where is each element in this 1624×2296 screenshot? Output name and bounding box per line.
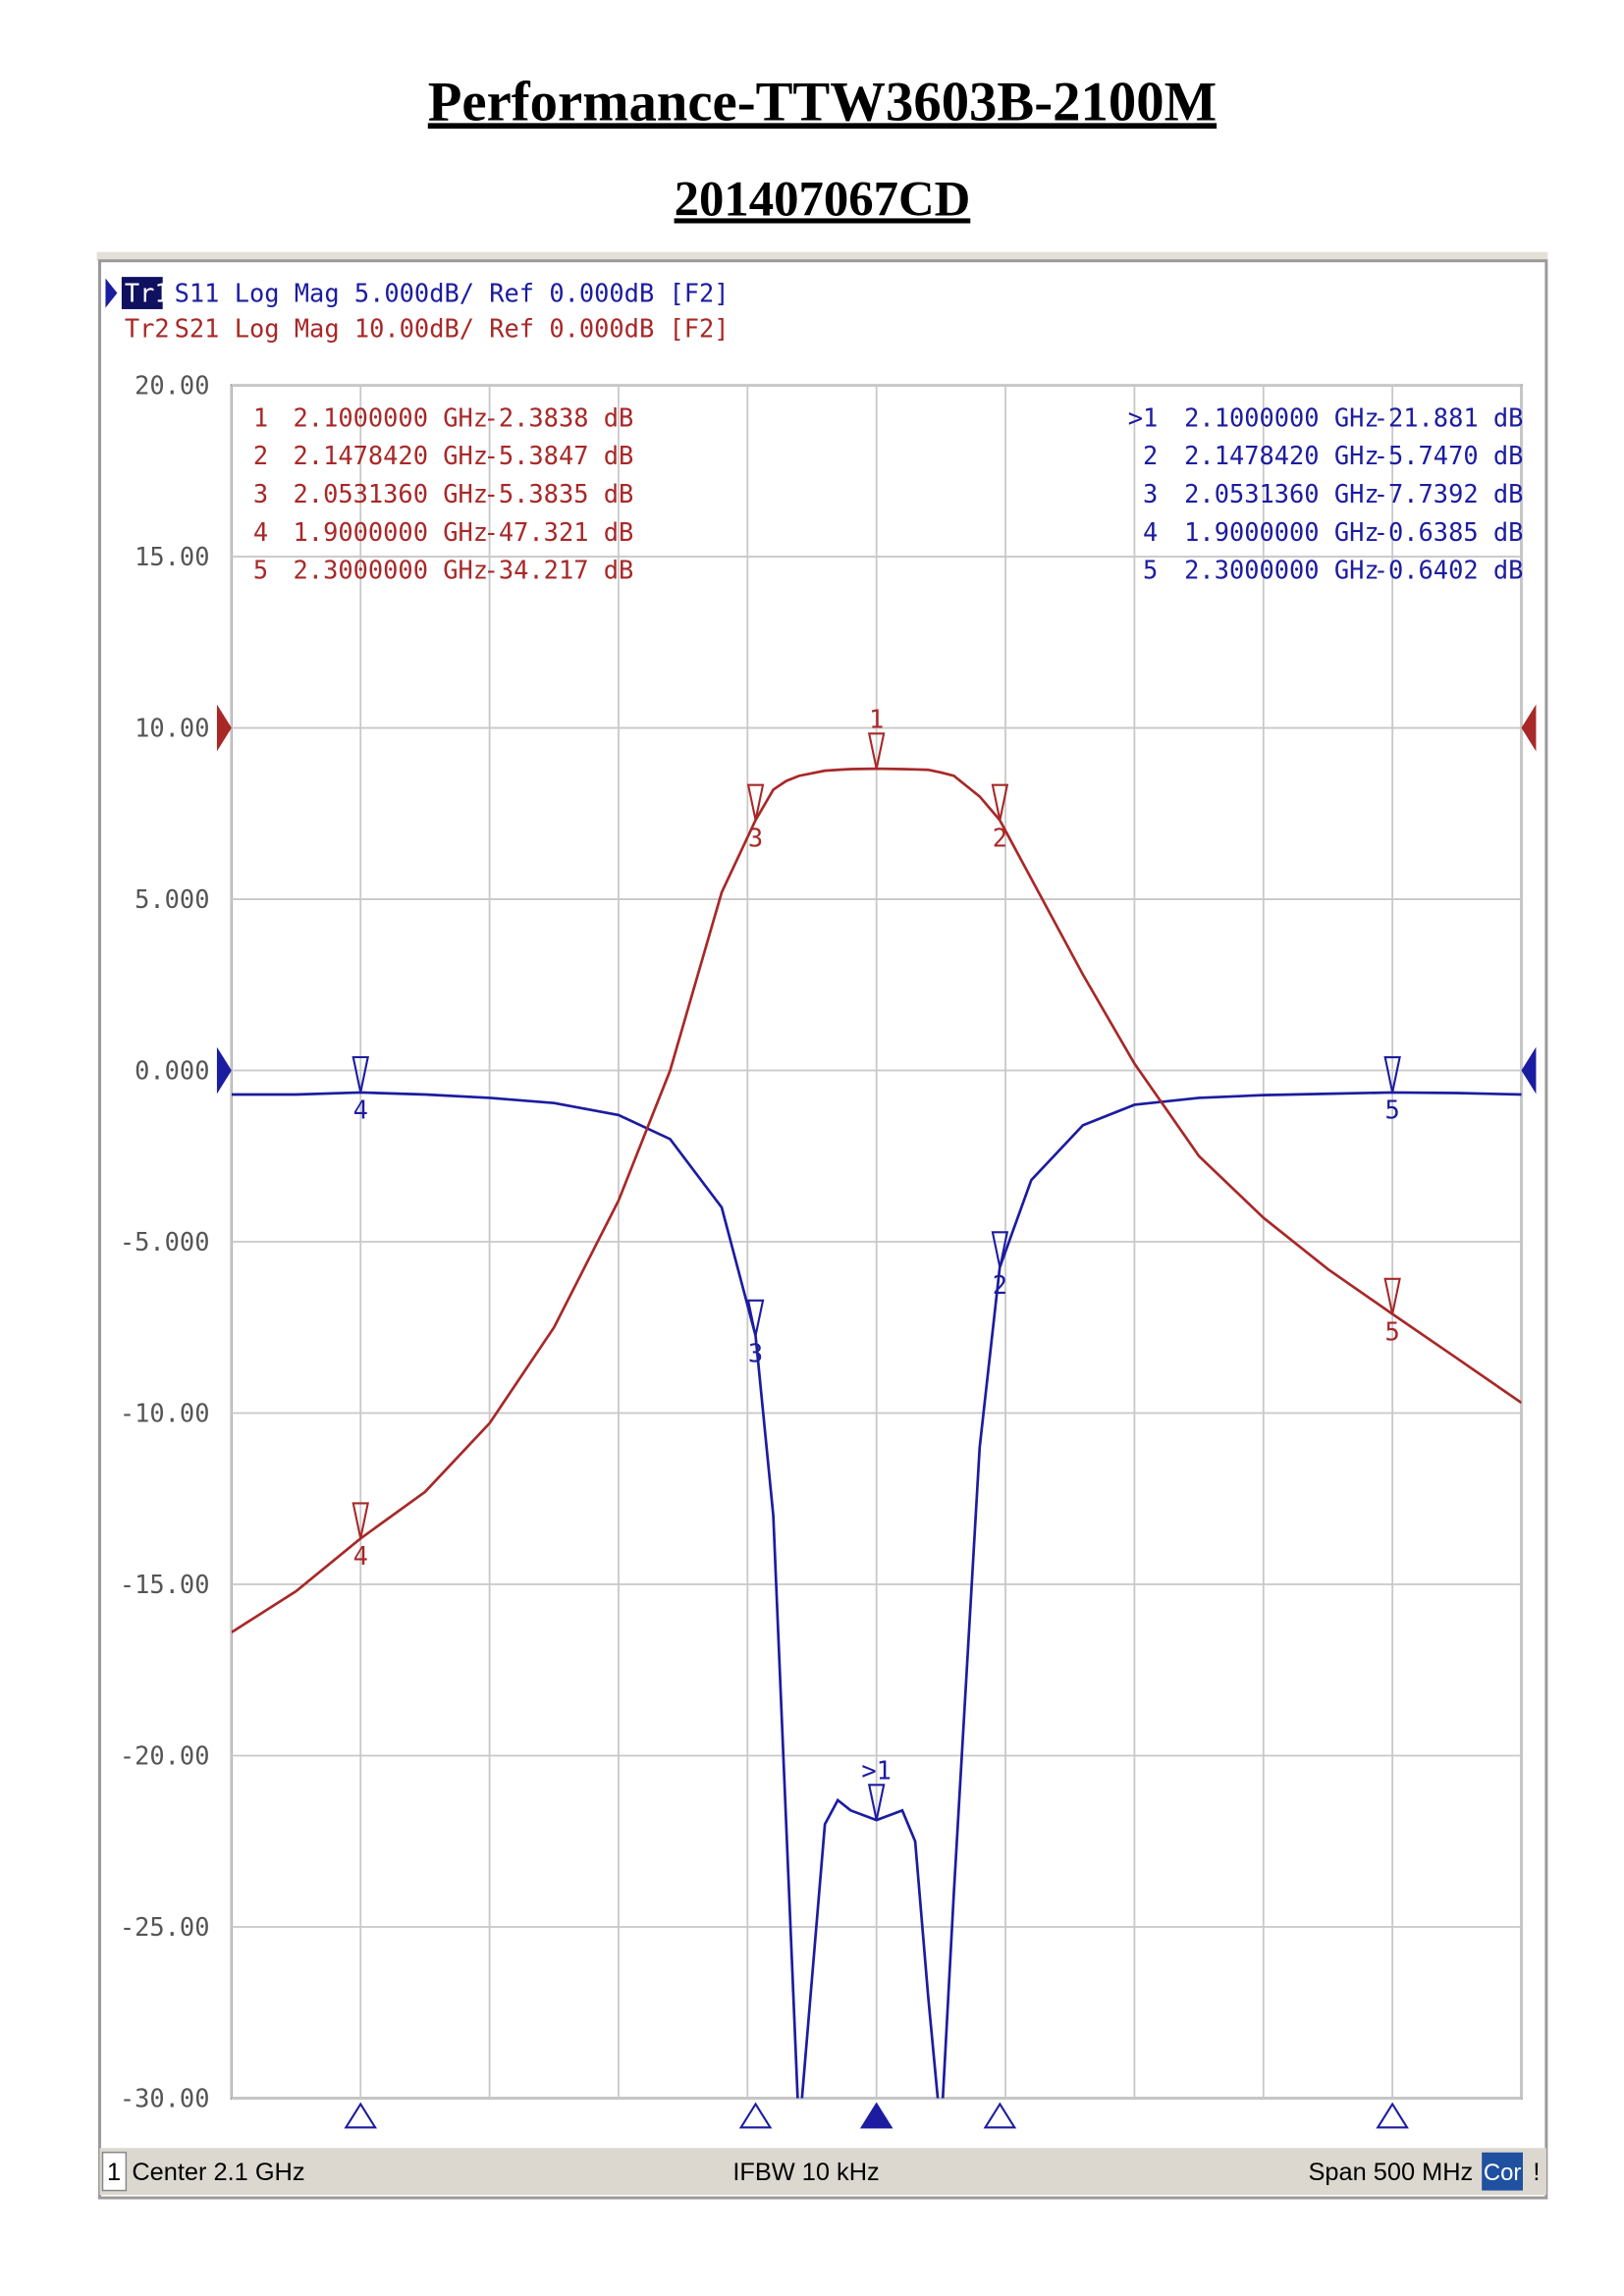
axis-marker xyxy=(344,2102,378,2129)
axis-marker xyxy=(738,2102,773,2129)
center: Center 2.1 GHz xyxy=(132,2159,304,2186)
status-bar xyxy=(99,2148,1546,2196)
y-tick-label: 10.00 xyxy=(135,714,209,743)
ref-arrow xyxy=(216,704,232,752)
y-tick-label: -25.00 xyxy=(120,1912,210,1942)
cor: Cor xyxy=(1484,2160,1522,2186)
marker-freq: 1.9000000 GHz xyxy=(1184,517,1379,547)
trace-marker xyxy=(746,783,765,821)
axis-marker xyxy=(1376,2102,1409,2129)
axis-marker xyxy=(983,2102,1017,2129)
marker-value: -47.321 dB xyxy=(484,517,634,547)
active-trace-arrow xyxy=(105,278,118,308)
span: Span 500 MHz xyxy=(1308,2159,1473,2186)
trace-marker xyxy=(991,783,1009,821)
active-trace-box xyxy=(121,277,163,309)
y-tick-label: -5.000 xyxy=(120,1227,210,1256)
trace-marker-label: 5 xyxy=(1384,1316,1399,1346)
marker-freq: 2.1000000 GHz xyxy=(1184,402,1379,432)
trace-marker-label: 2 xyxy=(993,823,1007,852)
marker-value: -0.6385 dB xyxy=(1374,517,1524,547)
trace-marker xyxy=(1383,1056,1401,1094)
title: Performance-TTW3603B-2100M xyxy=(428,71,1217,133)
y-tick-label: -20.00 xyxy=(120,1740,210,1770)
marker-value: -5.7470 dB xyxy=(1374,441,1524,470)
trace-marker xyxy=(746,1299,765,1336)
marker-value: -21.881 dB xyxy=(1374,402,1524,432)
y-tick-label: 0.000 xyxy=(135,1055,209,1085)
marker-id: 4 xyxy=(253,517,268,547)
trace-marker-label: 4 xyxy=(353,1541,368,1571)
y-tick-label: 20.00 xyxy=(135,371,209,400)
trace-marker-label: 1 xyxy=(869,704,884,733)
y-tick-label: -30.00 xyxy=(120,2083,210,2112)
trace-info: S11 Log Mag 5.000dB/ Ref 0.000dB [F2] xyxy=(175,278,730,307)
trace-marker xyxy=(352,1502,369,1539)
marker-freq: 1.9000000 GHz xyxy=(294,517,488,547)
marker-id: >1 xyxy=(1128,402,1159,432)
y-tick-label: -15.00 xyxy=(120,1570,210,1599)
marker-freq: 2.0531360 GHz xyxy=(294,479,488,508)
flag: ! xyxy=(1533,2159,1540,2186)
axis-marker xyxy=(859,2102,893,2129)
marker-id: 1 xyxy=(253,402,268,432)
ifbw: IFBW 10 kHz xyxy=(732,2159,879,2186)
subtitle: 201407067CD xyxy=(675,171,971,226)
marker-freq: 2.1478420 GHz xyxy=(1184,441,1379,470)
marker-value: -7.7392 dB xyxy=(1374,479,1524,508)
marker-freq: 2.1478420 GHz xyxy=(294,441,488,470)
marker-freq: 2.0531360 GHz xyxy=(1184,479,1379,508)
trace-marker xyxy=(1383,1277,1401,1314)
cor-box xyxy=(1482,2152,1523,2191)
trace-name: Tr2 xyxy=(125,313,170,343)
marker-value: -2.3838 dB xyxy=(484,402,634,432)
trace-marker xyxy=(991,1231,1009,1268)
trace-marker-label: 3 xyxy=(748,823,763,852)
trace-marker-label: 5 xyxy=(1384,1095,1399,1125)
marker-value: -0.6402 dB xyxy=(1374,556,1524,585)
marker-value: -5.3835 dB xyxy=(484,479,634,508)
trace-marker-label: 3 xyxy=(748,1338,763,1367)
trace-marker-label: 2 xyxy=(993,1270,1007,1300)
trace-marker xyxy=(867,732,886,770)
y-tick-label: 5.000 xyxy=(135,884,209,914)
y-tick-label: -10.00 xyxy=(120,1398,210,1427)
ref-arrow xyxy=(1521,704,1537,752)
marker-id: 2 xyxy=(253,441,268,470)
trace-marker xyxy=(352,1055,369,1094)
trace-info: S21 Log Mag 10.00dB/ Ref 0.000dB [F2] xyxy=(175,313,730,343)
y-tick-label: 15.00 xyxy=(135,542,209,571)
marker-value: -34.217 dB xyxy=(484,556,634,585)
ref-arrow xyxy=(216,1046,232,1095)
trace-marker-label: >1 xyxy=(861,1755,892,1785)
marker-freq: 2.3000000 GHz xyxy=(1184,556,1379,585)
marker-id: 5 xyxy=(253,556,268,585)
ref-arrow xyxy=(1521,1046,1537,1095)
marker-id: 3 xyxy=(253,479,268,508)
marker-freq: 2.1000000 GHz xyxy=(294,402,488,432)
marker-id: 4 xyxy=(1143,517,1158,547)
marker-id: 3 xyxy=(1143,479,1158,508)
trace-marker-label: 4 xyxy=(353,1095,368,1125)
marker-freq: 2.3000000 GHz xyxy=(294,556,488,585)
trace-marker xyxy=(867,1784,886,1821)
channel-box xyxy=(101,2151,128,2192)
separator xyxy=(96,251,1548,261)
marker-id: 5 xyxy=(1143,556,1158,585)
marker-id: 2 xyxy=(1143,441,1158,470)
trace-name: Tr1 xyxy=(125,278,170,307)
marker-value: -5.3847 dB xyxy=(484,441,634,470)
channel: 1 xyxy=(107,2159,121,2186)
